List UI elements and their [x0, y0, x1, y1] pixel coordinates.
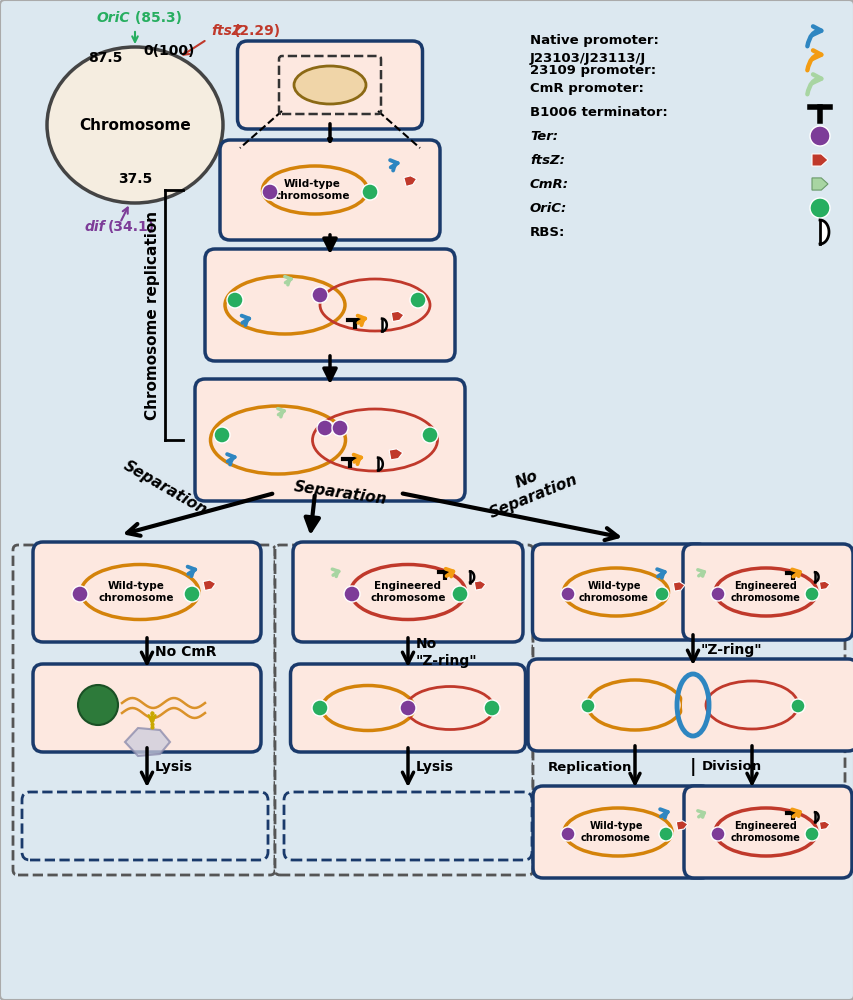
Text: dif: dif — [85, 220, 106, 234]
Polygon shape — [389, 449, 403, 460]
Ellipse shape — [47, 47, 223, 203]
Circle shape — [316, 420, 333, 436]
FancyBboxPatch shape — [205, 249, 455, 361]
Circle shape — [659, 827, 672, 841]
Circle shape — [332, 420, 347, 436]
Polygon shape — [814, 812, 818, 822]
Circle shape — [311, 700, 328, 716]
Circle shape — [804, 587, 818, 601]
Ellipse shape — [293, 66, 366, 104]
Text: Lysis: Lysis — [154, 760, 193, 774]
FancyArrowPatch shape — [390, 160, 397, 170]
Ellipse shape — [682, 679, 703, 731]
FancyArrowPatch shape — [806, 50, 821, 70]
Text: ftsZ: ftsZ — [211, 24, 241, 38]
Polygon shape — [811, 154, 827, 166]
FancyArrowPatch shape — [697, 570, 704, 576]
FancyBboxPatch shape — [220, 140, 439, 240]
Text: Ter:: Ter: — [530, 130, 557, 143]
Circle shape — [682, 699, 696, 713]
Polygon shape — [403, 176, 416, 186]
FancyArrowPatch shape — [332, 569, 339, 576]
FancyArrowPatch shape — [697, 811, 704, 817]
Circle shape — [214, 427, 229, 443]
Circle shape — [72, 586, 88, 602]
Text: RBS:: RBS: — [530, 226, 565, 239]
Polygon shape — [819, 220, 828, 244]
FancyBboxPatch shape — [532, 544, 706, 640]
FancyArrowPatch shape — [277, 409, 284, 417]
Polygon shape — [814, 572, 818, 582]
Polygon shape — [672, 582, 684, 591]
FancyBboxPatch shape — [275, 545, 532, 875]
Text: No CmR: No CmR — [154, 646, 217, 660]
FancyBboxPatch shape — [33, 664, 261, 752]
FancyArrowPatch shape — [241, 316, 249, 325]
Text: Division: Division — [701, 760, 761, 774]
Polygon shape — [469, 571, 473, 583]
Text: Native promoter:: Native promoter: — [530, 34, 659, 47]
Circle shape — [262, 184, 278, 200]
Circle shape — [580, 699, 595, 713]
Polygon shape — [391, 311, 403, 321]
Circle shape — [809, 126, 829, 146]
Text: Engineered
chromosome: Engineered chromosome — [370, 581, 445, 603]
Text: Chromosome: Chromosome — [79, 118, 191, 133]
FancyArrowPatch shape — [445, 569, 453, 576]
Text: Chromosome replication: Chromosome replication — [145, 210, 160, 420]
FancyBboxPatch shape — [13, 545, 275, 875]
Text: No
Separation: No Separation — [479, 455, 579, 521]
Polygon shape — [818, 581, 829, 590]
Text: Lysis: Lysis — [415, 760, 454, 774]
Circle shape — [654, 587, 668, 601]
Text: No
"Z-ring": No "Z-ring" — [415, 637, 477, 668]
Text: OriC: OriC — [96, 11, 130, 25]
Text: "Z-ring": "Z-ring" — [700, 643, 762, 657]
Polygon shape — [203, 580, 216, 590]
Circle shape — [78, 685, 118, 725]
Polygon shape — [676, 821, 687, 830]
Polygon shape — [378, 458, 382, 470]
FancyBboxPatch shape — [194, 379, 464, 501]
Circle shape — [451, 586, 467, 602]
FancyArrowPatch shape — [657, 569, 664, 578]
FancyBboxPatch shape — [22, 792, 268, 860]
FancyArrowPatch shape — [353, 455, 361, 464]
Circle shape — [409, 292, 426, 308]
Polygon shape — [125, 728, 170, 756]
Text: 23109 promoter:: 23109 promoter: — [530, 64, 655, 77]
Text: Replication: Replication — [548, 760, 631, 774]
FancyBboxPatch shape — [237, 41, 422, 129]
Circle shape — [311, 287, 328, 303]
FancyBboxPatch shape — [284, 792, 531, 860]
Text: ftsZ:: ftsZ: — [530, 154, 564, 167]
Circle shape — [804, 827, 818, 841]
FancyBboxPatch shape — [33, 542, 261, 642]
FancyBboxPatch shape — [532, 786, 711, 878]
Circle shape — [421, 427, 438, 443]
Text: 37.5: 37.5 — [118, 172, 152, 186]
Polygon shape — [811, 178, 827, 190]
Circle shape — [711, 827, 724, 841]
Text: Separation: Separation — [120, 458, 209, 518]
Circle shape — [560, 827, 574, 841]
Text: Wild-type
chromosome: Wild-type chromosome — [274, 179, 350, 201]
Circle shape — [399, 700, 415, 716]
Text: J23103/J23113/J: J23103/J23113/J — [530, 52, 646, 65]
FancyArrowPatch shape — [284, 277, 291, 285]
Text: Separation: Separation — [292, 479, 387, 507]
Text: B1006 terminator:: B1006 terminator: — [530, 106, 667, 119]
FancyBboxPatch shape — [290, 664, 525, 752]
FancyArrowPatch shape — [357, 316, 365, 325]
FancyBboxPatch shape — [682, 544, 852, 640]
Text: Wild-type
chromosome: Wild-type chromosome — [580, 821, 650, 843]
FancyBboxPatch shape — [527, 659, 853, 751]
FancyArrowPatch shape — [806, 26, 821, 46]
FancyArrowPatch shape — [227, 454, 235, 464]
Circle shape — [362, 184, 378, 200]
FancyArrowPatch shape — [659, 809, 667, 818]
Text: OriC:: OriC: — [530, 202, 566, 215]
FancyArrowPatch shape — [188, 567, 195, 576]
Text: (85.3): (85.3) — [130, 11, 182, 25]
